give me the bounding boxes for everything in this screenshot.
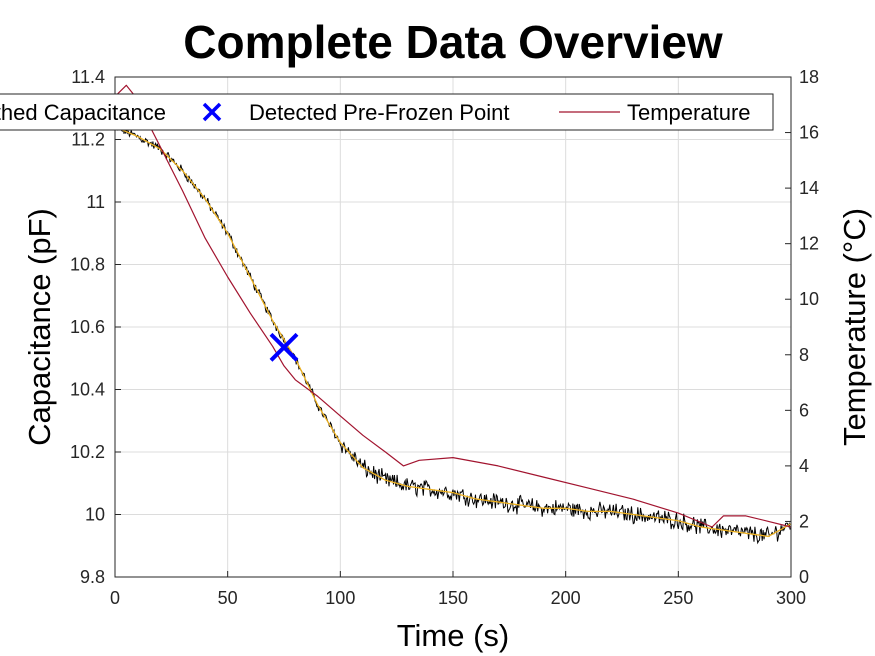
x-tick-label: 250 bbox=[663, 588, 693, 608]
smoothed-capacitance-line bbox=[114, 126, 792, 538]
legend-label-marker: Detected Pre-Frozen Point bbox=[249, 100, 509, 125]
right-y-tick-label: 16 bbox=[799, 123, 819, 143]
right-y-tick-label: 18 bbox=[799, 67, 819, 87]
x-axis-ticks: 0 50 100 150 200 250 300 bbox=[110, 571, 806, 608]
legend: Smoothed Capacitance Detected Pre-Frozen… bbox=[0, 93, 774, 131]
right-y-axis-ticks: 0 2 4 6 8 10 12 14 16 18 bbox=[785, 67, 819, 587]
right-y-tick-label: 10 bbox=[799, 289, 819, 309]
right-y-tick-label: 0 bbox=[799, 567, 809, 587]
right-y-axis-label: Temperature (°C) bbox=[837, 208, 872, 446]
x-tick-label: 50 bbox=[218, 588, 238, 608]
chart-title: Complete Data Overview bbox=[183, 16, 723, 68]
x-tick-label: 150 bbox=[438, 588, 468, 608]
legend-label-temperature: Temperature bbox=[627, 100, 751, 125]
plot-area bbox=[114, 76, 792, 578]
x-tick-label: 0 bbox=[110, 588, 120, 608]
x-tick-label: 300 bbox=[776, 588, 806, 608]
x-tick-label: 100 bbox=[325, 588, 355, 608]
legend-label-smoothed: Smoothed Capacitance bbox=[0, 100, 166, 125]
left-y-tick-label: 10.2 bbox=[70, 442, 105, 462]
legend-marker-x-icon bbox=[202, 102, 222, 122]
left-y-tick-label: 10.6 bbox=[70, 317, 105, 337]
left-y-tick-label: 11.4 bbox=[71, 67, 105, 87]
right-y-tick-label: 12 bbox=[799, 234, 819, 254]
pre-frozen-point-marker bbox=[269, 332, 299, 362]
right-y-tick-label: 6 bbox=[799, 400, 809, 420]
marker-stroke bbox=[269, 332, 299, 362]
left-y-tick-label: 9.8 bbox=[80, 567, 105, 587]
right-y-tick-label: 2 bbox=[799, 511, 809, 531]
legend-box bbox=[0, 93, 774, 131]
left-y-tick-label: 10.4 bbox=[70, 380, 105, 400]
temperature-series bbox=[114, 84, 792, 528]
x-axis-label: Time (s) bbox=[397, 618, 510, 653]
left-y-axis-label: Capacitance (pF) bbox=[22, 208, 57, 446]
left-y-tick-label: 10.8 bbox=[70, 255, 105, 275]
marker-layer bbox=[269, 332, 299, 362]
left-y-tick-label: 11.2 bbox=[71, 130, 105, 150]
x-tick-label: 200 bbox=[551, 588, 581, 608]
left-y-tick-label: 10 bbox=[85, 505, 105, 525]
smoothed-capacitance-series bbox=[114, 126, 792, 538]
left-y-tick-label: 11 bbox=[86, 192, 105, 212]
right-y-tick-label: 4 bbox=[799, 456, 809, 476]
right-y-tick-label: 8 bbox=[799, 345, 809, 365]
left-y-axis-ticks: 9.8 10 10.2 10.4 10.6 10.8 11 11.2 11.4 bbox=[70, 67, 121, 587]
temperature-line bbox=[114, 84, 792, 528]
right-y-tick-label: 14 bbox=[799, 178, 819, 198]
